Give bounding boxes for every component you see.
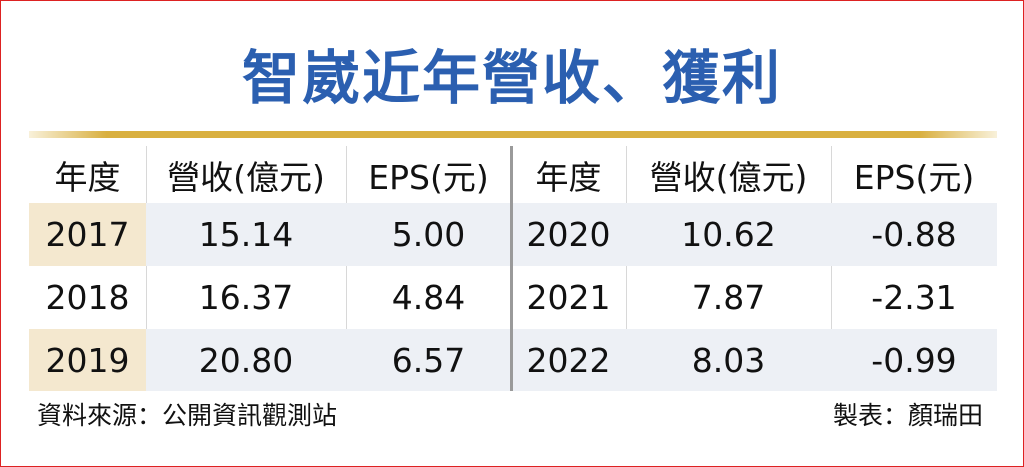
- table-cell: 7.87: [691, 278, 766, 317]
- table-cell: -0.88: [831, 203, 997, 266]
- table-cell: 10.62: [626, 203, 831, 266]
- table-cell: 20.80: [146, 329, 346, 391]
- column-header: EPS(元): [853, 157, 975, 197]
- column-header: EPS(元): [368, 157, 489, 197]
- column-header: 營收(億元): [167, 157, 325, 197]
- title: 智崴近年營收、獲利: [241, 44, 782, 112]
- column-header: 年度: [54, 157, 121, 197]
- title-rule: [29, 131, 997, 138]
- table-cell: 2022: [511, 329, 626, 391]
- table-cell: -2.31: [871, 278, 957, 317]
- table-cell: -0.99: [831, 329, 997, 391]
- table-cell: 2019: [29, 329, 146, 391]
- credit: 製表：顏瑞田: [832, 401, 983, 430]
- table-cell: 15.14: [146, 203, 346, 266]
- table-cell: 2017: [29, 203, 146, 266]
- column-line: [831, 146, 832, 391]
- table-cell: 2018: [45, 278, 130, 317]
- source: 資料來源：公開資訊觀測站: [37, 401, 338, 430]
- column-header: 年度: [535, 157, 602, 197]
- table-cell: 4.84: [391, 278, 466, 317]
- column-line: [146, 146, 147, 391]
- column-line: [346, 146, 347, 391]
- table-cell: 5.00: [346, 203, 511, 266]
- column-header: 營收(億元): [649, 157, 808, 197]
- column-line: [626, 146, 627, 391]
- table-cell: 16.37: [198, 278, 294, 317]
- table-cell: 2020: [511, 203, 626, 266]
- table-cell: 6.57: [346, 329, 511, 391]
- divider: [510, 146, 513, 391]
- table-cell: 8.03: [626, 329, 831, 391]
- table-cell: 2021: [526, 278, 611, 317]
